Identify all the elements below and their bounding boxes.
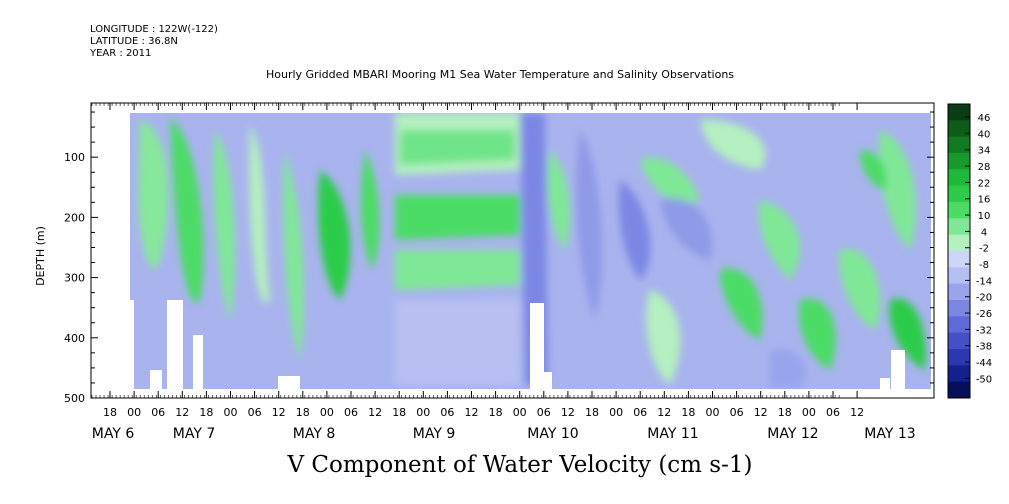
colorbar-swatch (948, 316, 970, 334)
x-tick-label: 12 (754, 406, 768, 419)
x-tick-label: 06 (440, 406, 454, 419)
colorbar-swatch (948, 218, 970, 236)
x-tick-label: 18 (392, 406, 406, 419)
colorbar-label: -44 (976, 358, 992, 369)
x-tick-label: 18 (296, 406, 310, 419)
x-tick-label: 18 (585, 406, 599, 419)
colorbar-swatch (948, 104, 970, 121)
colorbar-swatch (948, 365, 970, 383)
colorbar-swatch (948, 332, 970, 350)
x-tick-label: 00 (416, 406, 430, 419)
colorbar-label: 40 (978, 129, 991, 140)
colorbar: 46 40 34 28 22 16 10 4 -2 -8 -14 -20 -26 -32 -38 -44 -50 (947, 103, 992, 399)
colorbar-frame (947, 103, 971, 399)
latitude-label: LATITUDE : 36.8N (90, 36, 178, 47)
colorbar-label: -8 (979, 260, 989, 271)
x-tick-label: 12 (368, 406, 382, 419)
colorbar-swatch (948, 234, 970, 252)
x-tick-label: 12 (850, 406, 864, 419)
x-tick-label: 18 (778, 406, 792, 419)
colorbar-swatch (948, 185, 970, 203)
colorbar-label: 28 (978, 162, 991, 173)
day-label: MAY 13 (864, 426, 915, 442)
colorbar-label: -50 (976, 374, 992, 385)
colorbar-swatch (948, 202, 970, 219)
variable-title: V Component of Water Velocity (cm s-1) (287, 452, 753, 478)
heatmap-field (130, 113, 931, 389)
y-tick-label: 300 (64, 272, 85, 285)
colorbar-label: 22 (978, 178, 991, 189)
day-label: MAY 11 (647, 426, 698, 442)
x-tick-label: 12 (561, 406, 575, 419)
day-label: MAY 12 (767, 426, 818, 442)
year-label: YEAR : 2011 (90, 48, 152, 59)
day-label: MAY 8 (293, 426, 335, 442)
longitude-label: LONGITUDE : 122W(-122) (90, 24, 218, 35)
colorbar-swatch (948, 283, 970, 301)
colorbar-swatch (948, 251, 970, 268)
colorbar-label: -32 (976, 325, 992, 336)
colorbar-swatch (948, 120, 970, 138)
missing-data-masks (130, 300, 905, 390)
colorbar-label: -38 (976, 342, 992, 353)
y-axis: 100 200 300 400 500 (64, 111, 934, 405)
colorbar-label: 10 (978, 211, 991, 222)
x-tick-label: 06 (730, 406, 744, 419)
x-tick-label: 06 (151, 406, 165, 419)
x-tick-label: 12 (657, 406, 671, 419)
x-tick-label: 00 (513, 406, 527, 419)
x-tick-label: 12 (272, 406, 286, 419)
colorbar-label: -14 (976, 276, 992, 287)
x-tick-label: 06 (344, 406, 358, 419)
day-label: MAY 6 (92, 426, 135, 442)
y-axis-label: DEPTH (m) (34, 226, 47, 286)
x-tick-label: 00 (224, 406, 238, 419)
colorbar-swatch (948, 300, 970, 317)
colorbar-swatch (948, 136, 970, 154)
y-tick-label: 100 (64, 151, 85, 164)
colorbar-label: 34 (978, 146, 991, 157)
x-tick-label: 18 (489, 406, 503, 419)
plot-frame (90, 102, 935, 399)
day-label: MAY 9 (413, 426, 455, 442)
x-tick-label: 06 (537, 406, 551, 419)
colorbar-label: -26 (976, 309, 992, 320)
x-tick-label: 00 (320, 406, 334, 419)
chart-title: Hourly Gridded MBARI Mooring M1 Sea Wate… (265, 68, 735, 81)
colorbar-label: -20 (976, 293, 992, 304)
x-axis: 18 00 06 12 18 00 06 12 18 00 06 12 18 00 06 12 18 00 06 12… (91, 103, 916, 442)
x-tick-label: 18 (103, 406, 117, 419)
metadata-block: LONGITUDE : 122W(-122) LATITUDE : 36.8N … (90, 24, 218, 60)
colorbar-swatch (948, 169, 970, 187)
x-tick-label: 12 (175, 406, 189, 419)
colorbar-swatch (948, 153, 970, 170)
x-tick-label: 18 (681, 406, 695, 419)
colorbar-label: -2 (979, 244, 989, 255)
colorbar-swatch (948, 349, 970, 366)
x-tick-label: 00 (609, 406, 623, 419)
x-tick-label: 18 (199, 406, 213, 419)
x-tick-label: 00 (127, 406, 141, 419)
day-label: MAY 7 (173, 426, 215, 442)
y-tick-label: 500 (64, 392, 85, 405)
x-tick-label: 12 (465, 406, 479, 419)
colorbar-label: 46 (978, 113, 991, 124)
y-tick-label: 200 (64, 211, 85, 224)
day-label: MAY 10 (527, 426, 578, 442)
x-tick-label: 06 (633, 406, 647, 419)
x-tick-label: 00 (706, 406, 720, 419)
x-tick-label: 06 (248, 406, 262, 419)
colorbar-swatch (948, 267, 970, 285)
colorbar-label: 16 (978, 195, 991, 206)
y-tick-label: 400 (64, 332, 85, 345)
colorbar-swatch (948, 381, 970, 399)
colorbar-label: 4 (981, 227, 987, 238)
x-tick-label: 00 (802, 406, 816, 419)
x-tick-label: 06 (826, 406, 840, 419)
